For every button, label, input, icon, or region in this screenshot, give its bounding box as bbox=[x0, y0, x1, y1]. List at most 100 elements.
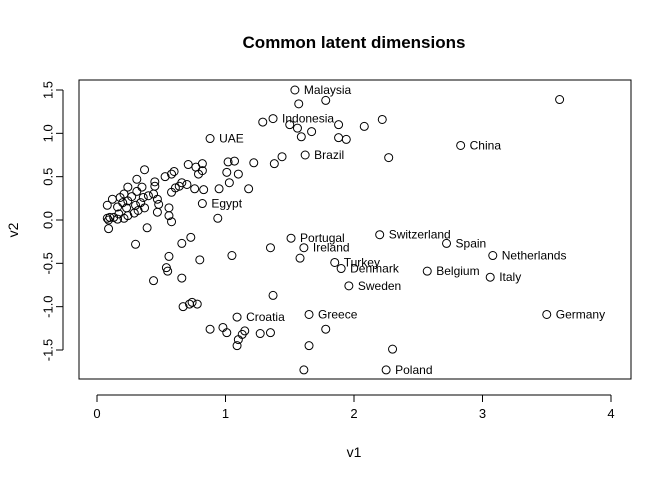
data-point bbox=[277, 152, 287, 162]
y-axis: -1.5 -1.0 -0.5 0.0 0.5 1.0 1.5 bbox=[41, 81, 64, 361]
data-point bbox=[123, 196, 133, 206]
x-tick-label: 0 bbox=[93, 406, 100, 421]
data-point bbox=[227, 251, 237, 261]
data-point-labeled bbox=[485, 272, 495, 282]
data-point bbox=[129, 208, 139, 218]
data-point bbox=[195, 255, 205, 265]
data-point bbox=[169, 166, 179, 176]
data-point bbox=[233, 335, 243, 345]
data-point bbox=[321, 95, 331, 105]
data-point-labeled bbox=[422, 266, 432, 276]
data-point-labeled bbox=[381, 365, 391, 375]
point-label: Egypt bbox=[211, 197, 242, 211]
point-label: Greece bbox=[318, 307, 358, 321]
data-point bbox=[167, 169, 177, 179]
data-point-labeled bbox=[375, 230, 385, 240]
data-point-labeled bbox=[232, 312, 242, 322]
data-point bbox=[232, 341, 242, 351]
data-point bbox=[229, 156, 239, 166]
point-label: Indonesia bbox=[282, 112, 334, 126]
point-label: Sweden bbox=[358, 279, 401, 293]
point-label: Portugal bbox=[300, 231, 345, 245]
point-label: Netherlands bbox=[502, 249, 567, 263]
data-point bbox=[177, 273, 187, 283]
data-point bbox=[140, 165, 150, 175]
x-tick-label: 1 bbox=[222, 406, 229, 421]
data-point bbox=[555, 95, 565, 105]
chart-title: Common latent dimensions bbox=[243, 33, 466, 52]
data-point bbox=[131, 239, 141, 249]
data-point bbox=[187, 297, 197, 307]
point-label: Turkey bbox=[344, 255, 380, 269]
data-point bbox=[104, 224, 114, 234]
data-point bbox=[334, 133, 344, 143]
data-point bbox=[377, 114, 387, 124]
point-label: Poland bbox=[395, 363, 432, 377]
data-point bbox=[102, 213, 112, 223]
point-label: Malaysia bbox=[304, 83, 352, 97]
data-point bbox=[167, 187, 177, 197]
data-point bbox=[164, 251, 174, 261]
data-point bbox=[205, 324, 215, 334]
data-point-labeled bbox=[344, 281, 354, 291]
data-point-labeled bbox=[286, 233, 296, 243]
y-tick-label: -0.5 bbox=[41, 252, 56, 274]
point-label: Italy bbox=[499, 270, 521, 284]
point-labels-layer: Malaysia Indonesia UAE China Brazil Egypt Swit… bbox=[211, 83, 605, 377]
data-point bbox=[138, 192, 148, 202]
plot-frame bbox=[78, 79, 632, 380]
data-point bbox=[321, 324, 331, 334]
data-point-labeled bbox=[488, 251, 498, 261]
data-point bbox=[194, 169, 204, 179]
data-point bbox=[150, 177, 160, 187]
data-point bbox=[218, 322, 228, 332]
data-point bbox=[192, 299, 202, 309]
y-axis-label: v2 bbox=[5, 222, 21, 237]
data-point bbox=[213, 213, 223, 223]
data-point bbox=[167, 217, 177, 227]
data-point bbox=[199, 185, 209, 195]
data-point bbox=[214, 184, 224, 194]
data-point bbox=[163, 266, 173, 276]
data-point bbox=[224, 178, 234, 188]
data-point bbox=[152, 194, 162, 204]
y-tick-label: -1.0 bbox=[41, 295, 56, 317]
data-point bbox=[334, 120, 344, 130]
data-point bbox=[152, 207, 162, 217]
point-label: China bbox=[470, 138, 502, 152]
data-point bbox=[183, 160, 193, 170]
data-point bbox=[299, 365, 309, 375]
data-point bbox=[223, 157, 233, 167]
y-tick-label: 1.5 bbox=[41, 81, 56, 99]
data-point-labeled bbox=[442, 238, 452, 248]
data-point-labeled bbox=[205, 134, 215, 144]
data-point-labeled bbox=[336, 264, 346, 274]
data-point-labeled bbox=[304, 309, 314, 319]
data-point bbox=[222, 328, 232, 338]
data-point-labeled bbox=[330, 257, 340, 267]
point-label: Croatia bbox=[246, 310, 285, 324]
data-point bbox=[102, 200, 112, 210]
data-point bbox=[190, 184, 200, 194]
data-point bbox=[104, 215, 114, 225]
data-point bbox=[307, 127, 317, 137]
point-label: Belgium bbox=[436, 264, 479, 278]
y-tick-label: 1.0 bbox=[41, 124, 56, 142]
x-tick-label: 3 bbox=[479, 406, 486, 421]
data-point bbox=[123, 182, 133, 192]
data-point bbox=[142, 223, 152, 233]
data-point bbox=[113, 202, 123, 212]
data-point bbox=[285, 120, 295, 130]
data-point bbox=[222, 167, 232, 177]
data-point bbox=[388, 344, 398, 354]
x-axis: 0 1 2 3 4 bbox=[93, 394, 615, 421]
data-point bbox=[149, 189, 159, 199]
points-layer bbox=[102, 85, 565, 375]
data-point bbox=[132, 186, 142, 196]
data-point bbox=[268, 290, 278, 300]
data-point bbox=[154, 199, 164, 209]
point-label: Spain bbox=[456, 236, 487, 250]
data-point-labeled bbox=[300, 150, 310, 160]
data-point bbox=[164, 203, 174, 213]
data-point bbox=[258, 117, 268, 127]
